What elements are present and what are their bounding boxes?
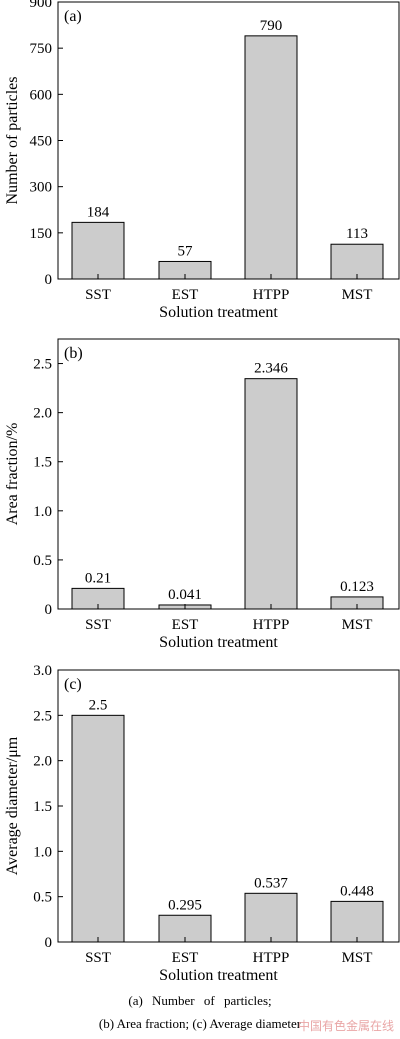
data-label-mst: 113 [346,226,368,242]
y-axis-title: Average diameter/μm [4,736,21,875]
y-tick-label: 150 [30,226,53,242]
data-label-est: 0.041 [168,587,202,603]
x-tick-label-sst: SST [85,950,111,966]
bar-mst [330,900,384,943]
x-tick-label-htpp: HTPP [253,950,290,966]
chart-panel-3: 2.5 0.295 0.537 0.448 0 0.5 1.0 1.5 2.0 2.5 3.0 SST… [4,663,400,984]
bar-sst [71,221,125,280]
x-axis-title: Solution treatment [159,304,278,321]
x-tick-label-htpp: HTPP [253,287,290,303]
x-tick-label-htpp: HTPP [253,617,290,633]
x-tick-label-sst: SST [85,287,111,303]
figure: 184 57 790 113 0 150 300 450 600 750 900 SST EST HTPP… [4,0,400,984]
watermark: 中国有色金属在线 [297,1019,394,1033]
data-label-mst: 0.123 [340,579,374,595]
panel-label: (c) [64,676,82,693]
y-tick-label: 1.0 [33,844,52,860]
figure-caption-line-1: (a) Number of particles; [128,993,272,1008]
y-tick-label: 450 [30,134,53,150]
y-tick-label: 750 [30,41,53,57]
y-axis-title: Number of particles [4,77,21,205]
data-label-htpp: 0.537 [254,875,288,891]
chart-panel-1: 184 57 790 113 0 150 300 450 600 750 900 SST EST HTPP… [4,0,400,321]
bar-mst [330,243,384,280]
y-tick-label: 0 [45,935,53,951]
y-tick-label: 1.0 [33,504,52,520]
panel-label: (b) [64,345,83,362]
chart-panel-2: 0.21 0.041 2.346 0.123 0 0.5 1.0 1.5 2.0 2.5 SST ES… [4,338,400,651]
x-tick-label-est: EST [172,617,199,633]
y-tick-label: 0.5 [33,890,52,906]
x-tick-label-mst: MST [342,287,373,303]
x-axis-title: Solution treatment [159,967,278,984]
data-label-est: 0.295 [168,897,202,913]
data-label-mst: 0.448 [340,883,374,899]
data-label-htpp: 2.346 [254,361,288,377]
y-tick-label: 600 [30,87,53,103]
y-tick-label: 0.5 [33,553,52,569]
y-tick-label: 900 [30,0,53,11]
y-tick-label: 1.5 [33,455,52,471]
bar-htpp [244,35,298,280]
x-tick-label-sst: SST [85,617,111,633]
bar-htpp [244,892,298,943]
data-label-sst: 184 [87,204,110,220]
data-label-htpp: 790 [260,18,283,34]
x-tick-label-mst: MST [342,617,373,633]
y-tick-label: 2.5 [33,357,52,373]
y-tick-label: 0 [45,602,53,618]
figure-caption-line-2: (b) Area fraction; (c) Average diameter [98,1016,302,1031]
y-tick-label: 1.5 [33,799,52,815]
bar-sst [71,714,125,943]
plot-frame [57,338,400,610]
x-tick-label-mst: MST [342,950,373,966]
y-tick-label: 0 [45,272,53,288]
data-label-est: 57 [178,243,194,259]
bar-htpp [244,378,298,610]
y-tick-label: 2.0 [33,406,52,422]
data-label-sst: 0.21 [85,570,111,586]
y-axis-title: Area fraction/% [4,423,21,526]
y-tick-label: 2.5 [33,708,52,724]
x-axis-title: Solution treatment [159,634,278,651]
panel-label: (a) [64,8,82,25]
data-label-sst: 2.5 [89,697,108,713]
y-tick-label: 3.0 [33,663,52,679]
y-tick-label: 300 [30,180,53,196]
y-tick-label: 2.0 [33,754,52,770]
x-tick-label-est: EST [172,287,199,303]
x-tick-label-est: EST [172,950,199,966]
